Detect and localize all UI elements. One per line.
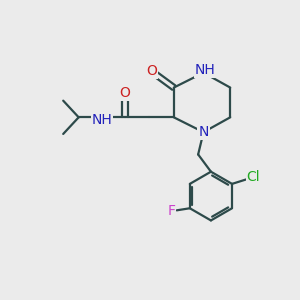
Text: F: F [167, 204, 175, 218]
Text: Cl: Cl [247, 170, 260, 184]
Text: O: O [120, 86, 130, 100]
Text: NH: NH [195, 63, 215, 77]
Text: N: N [198, 125, 209, 139]
Text: NH: NH [92, 113, 112, 127]
Text: O: O [146, 64, 157, 78]
